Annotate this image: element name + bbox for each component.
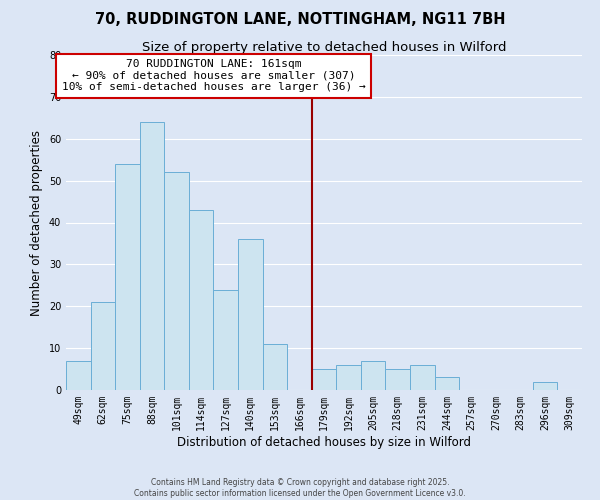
Bar — [263, 344, 287, 390]
Bar — [91, 302, 115, 390]
Bar — [214, 290, 238, 390]
Bar — [140, 122, 164, 390]
Title: Size of property relative to detached houses in Wilford: Size of property relative to detached ho… — [142, 41, 506, 54]
Text: 70, RUDDINGTON LANE, NOTTINGHAM, NG11 7BH: 70, RUDDINGTON LANE, NOTTINGHAM, NG11 7B… — [95, 12, 505, 28]
Bar — [164, 172, 189, 390]
Bar — [189, 210, 214, 390]
Bar — [115, 164, 140, 390]
Bar — [238, 240, 263, 390]
Bar — [533, 382, 557, 390]
Bar — [336, 365, 361, 390]
Text: 70 RUDDINGTON LANE: 161sqm
← 90% of detached houses are smaller (307)
10% of sem: 70 RUDDINGTON LANE: 161sqm ← 90% of deta… — [62, 59, 365, 92]
Text: Contains HM Land Registry data © Crown copyright and database right 2025.
Contai: Contains HM Land Registry data © Crown c… — [134, 478, 466, 498]
Bar — [434, 378, 459, 390]
Bar — [385, 369, 410, 390]
Bar — [410, 365, 434, 390]
Bar — [361, 360, 385, 390]
Bar — [312, 369, 336, 390]
X-axis label: Distribution of detached houses by size in Wilford: Distribution of detached houses by size … — [177, 436, 471, 448]
Bar — [66, 360, 91, 390]
Y-axis label: Number of detached properties: Number of detached properties — [30, 130, 43, 316]
